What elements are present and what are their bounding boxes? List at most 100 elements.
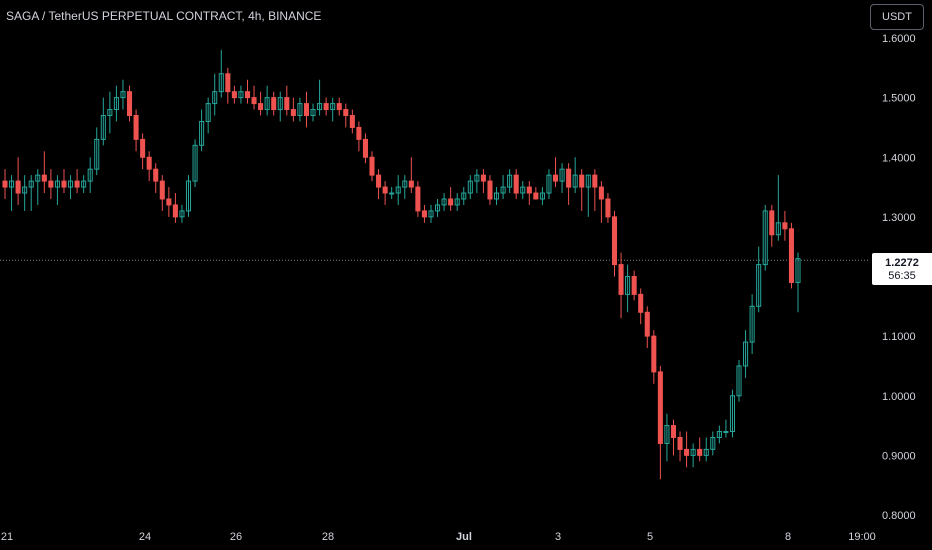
candle-up [179, 210, 185, 218]
candle-up [87, 168, 93, 182]
chart-title: SAGA / TetherUS PERPETUAL CONTRACT, 4h, … [6, 9, 322, 23]
candle-down [41, 174, 47, 182]
candle-up [264, 97, 270, 111]
candle-down [638, 293, 644, 313]
candle-up [54, 180, 60, 188]
candle-up [507, 174, 513, 188]
candle-up [467, 180, 473, 194]
currency-button[interactable]: USDT [870, 4, 924, 30]
candle-down [146, 156, 152, 170]
candle-up [22, 186, 28, 194]
candle-up [572, 174, 578, 188]
candle-up [402, 180, 408, 188]
candle-up [625, 276, 631, 295]
candle-down [382, 186, 388, 194]
candle-down [415, 186, 421, 212]
candle-down [153, 168, 159, 182]
candle-down [605, 198, 611, 218]
candle-up [68, 180, 74, 188]
y-tick-label: 0.8000 [882, 510, 916, 522]
candle-up [716, 431, 722, 438]
candle-down [61, 180, 67, 188]
y-tick-label: 1.4000 [882, 152, 916, 164]
candle-up [277, 97, 283, 111]
candle-down [323, 103, 329, 111]
candle-down [74, 180, 80, 188]
candle-up [664, 425, 670, 444]
candle-down [271, 97, 277, 111]
candle-up [723, 431, 729, 434]
candle-up [113, 97, 119, 111]
y-tick-label: 0.9000 [882, 450, 916, 462]
last-price-tag: 1.2272 56:35 [872, 253, 932, 285]
candle-down [244, 91, 251, 99]
x-tick-label: Jul [456, 531, 472, 543]
candle-up [756, 264, 762, 307]
x-tick-label: 21 [1, 531, 13, 543]
candle-down [356, 126, 362, 140]
candle-down [133, 115, 139, 140]
candle-up [330, 103, 336, 111]
candle-down [657, 371, 663, 444]
candle-up [559, 168, 565, 182]
y-tick-label: 1.3000 [882, 212, 916, 224]
last-price-value: 1.2272 [885, 256, 919, 269]
y-tick-label: 1.1000 [882, 331, 916, 343]
candle-up [212, 91, 218, 105]
candle-up [395, 186, 401, 194]
candle-up [428, 210, 434, 218]
candle-up [749, 305, 755, 343]
candle-up [736, 365, 742, 397]
candle-down [303, 103, 310, 117]
candle-down [126, 91, 133, 117]
candle-up [743, 341, 749, 367]
candle-up [474, 174, 480, 182]
candle-up [81, 180, 87, 188]
candle-down [533, 192, 539, 200]
candle-up [585, 174, 591, 188]
candle-down [448, 198, 454, 206]
candle-down [336, 103, 342, 111]
candle-up [729, 395, 735, 433]
candle-up [192, 144, 198, 182]
candle-down [258, 103, 264, 111]
candle-down [684, 448, 690, 456]
candle-down [362, 138, 368, 158]
x-tick-label: 5 [647, 531, 653, 543]
x-tick-label: 19:00 [848, 531, 876, 543]
candle-down [579, 174, 585, 188]
candle-down [48, 180, 54, 188]
x-tick-label: 24 [139, 531, 151, 543]
candle-down [225, 73, 231, 93]
candle-down [2, 180, 8, 188]
candles [2, 49, 801, 480]
candle-up [35, 174, 41, 182]
x-tick-label: 26 [230, 531, 242, 543]
candle-down [631, 276, 637, 295]
candle-up [28, 180, 34, 188]
candle-up [710, 436, 716, 450]
candle-up [107, 109, 113, 117]
candle-up [310, 109, 316, 117]
candle-up [205, 103, 211, 122]
candle-up [775, 222, 781, 236]
x-tick-label: 28 [322, 531, 334, 543]
candle-up [500, 186, 506, 194]
candle-down [677, 436, 683, 450]
y-tick-label: 1.6000 [882, 33, 916, 45]
candle-down [644, 311, 650, 337]
candle-down [284, 97, 290, 111]
candle-down [566, 168, 572, 188]
candle-up [461, 192, 467, 200]
x-tick-label: 3 [555, 531, 561, 543]
candle-up [435, 204, 441, 212]
candle-down [349, 115, 355, 128]
candle-up [120, 91, 126, 99]
y-tick-label: 1.5000 [882, 93, 916, 105]
time-axis: 21 24 26 28 Jul 3 5 8 19:00 [1, 531, 876, 543]
candle-up [218, 73, 224, 93]
candle-down [487, 180, 493, 200]
candle-up [795, 258, 801, 283]
candle-down [251, 97, 257, 105]
